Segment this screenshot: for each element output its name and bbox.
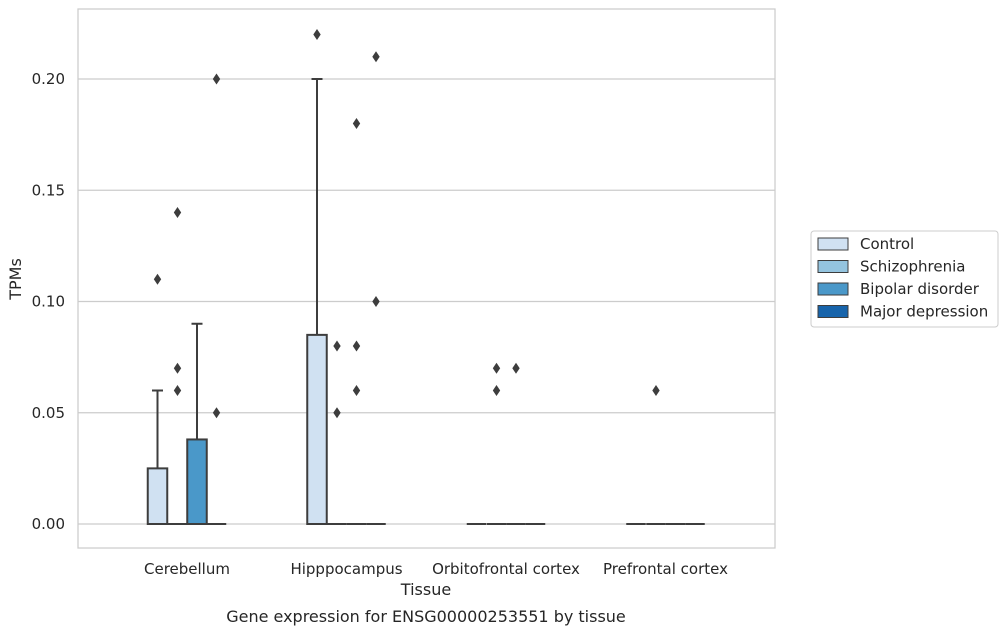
y-tick-label: 0.20 — [32, 70, 65, 88]
box-control-1 — [306, 29, 328, 525]
outlier-point — [212, 73, 221, 85]
outlier-point — [372, 51, 380, 63]
box-major-depression-0 — [206, 73, 227, 525]
y-axis-label: TPMs — [6, 258, 25, 301]
y-tick-label: 0.05 — [32, 404, 65, 422]
legend-swatch — [817, 282, 849, 296]
y-tick-label: 0.00 — [32, 515, 65, 533]
outlier-point — [492, 385, 501, 396]
box-bipolar-disorder-1 — [346, 118, 367, 525]
box-body — [146, 467, 169, 525]
chart-caption: Gene expression for ENSG00000253551 by t… — [226, 607, 626, 626]
plot-background — [78, 9, 775, 548]
y-tick-label: 0.10 — [32, 293, 65, 311]
box-bipolar-disorder-2 — [506, 362, 526, 525]
legend-label: Control — [860, 235, 914, 253]
x-tick-label: Cerebellum — [144, 560, 230, 578]
outlier-point — [333, 340, 341, 352]
outlier-point — [372, 296, 380, 307]
box-bipolar-disorder-0 — [186, 322, 208, 526]
boxes-layer — [146, 29, 705, 526]
outlier-point — [352, 385, 361, 396]
legend-label: Bipolar disorder — [860, 280, 980, 298]
legend-label: Major depression — [860, 303, 988, 321]
legend-label: Schizophrenia — [860, 258, 965, 276]
box-schizophrenia-0 — [167, 207, 188, 525]
x-tick-label: Prefrontal cortex — [603, 560, 728, 578]
outlier-point — [212, 407, 221, 419]
outlier-point — [173, 207, 182, 218]
box-body — [306, 333, 328, 525]
box-control-0 — [146, 273, 169, 525]
y-tick-label: 0.15 — [32, 181, 65, 199]
box-major-depression-1 — [366, 51, 386, 525]
y-tick-labels: 0.00 0.05 0.10 0.15 0.20 — [32, 70, 65, 533]
outlier-point — [512, 362, 520, 374]
x-tick-labels: Cerebellum Hipppocampus Orbitofrontal cort… — [144, 560, 728, 578]
outlier-point — [333, 407, 341, 419]
x-tick-label: Orbitofrontal cortex — [432, 560, 580, 578]
legend-swatch — [817, 260, 849, 273]
outlier-point — [652, 385, 660, 396]
outlier-point — [352, 118, 361, 129]
outlier-point — [173, 385, 182, 396]
box-schizophrenia-3 — [646, 385, 666, 525]
outlier-point — [352, 340, 361, 352]
outlier-point — [173, 362, 182, 374]
outlier-point — [153, 273, 162, 285]
outlier-point — [313, 29, 321, 40]
box-schizophrenia-2 — [486, 362, 507, 525]
legend-swatch — [817, 305, 849, 318]
box-schizophrenia-1 — [327, 340, 347, 525]
legend: Control Schizophrenia Bipolar disorder Majo… — [810, 230, 999, 328]
outlier-point — [492, 362, 501, 374]
box-body — [186, 438, 208, 526]
x-axis-label: Tissue — [400, 580, 451, 599]
legend-frame — [810, 230, 999, 328]
legend-swatch — [817, 237, 849, 251]
plot-frame — [77, 8, 776, 549]
x-tick-label: Hipppocampus — [290, 560, 402, 578]
